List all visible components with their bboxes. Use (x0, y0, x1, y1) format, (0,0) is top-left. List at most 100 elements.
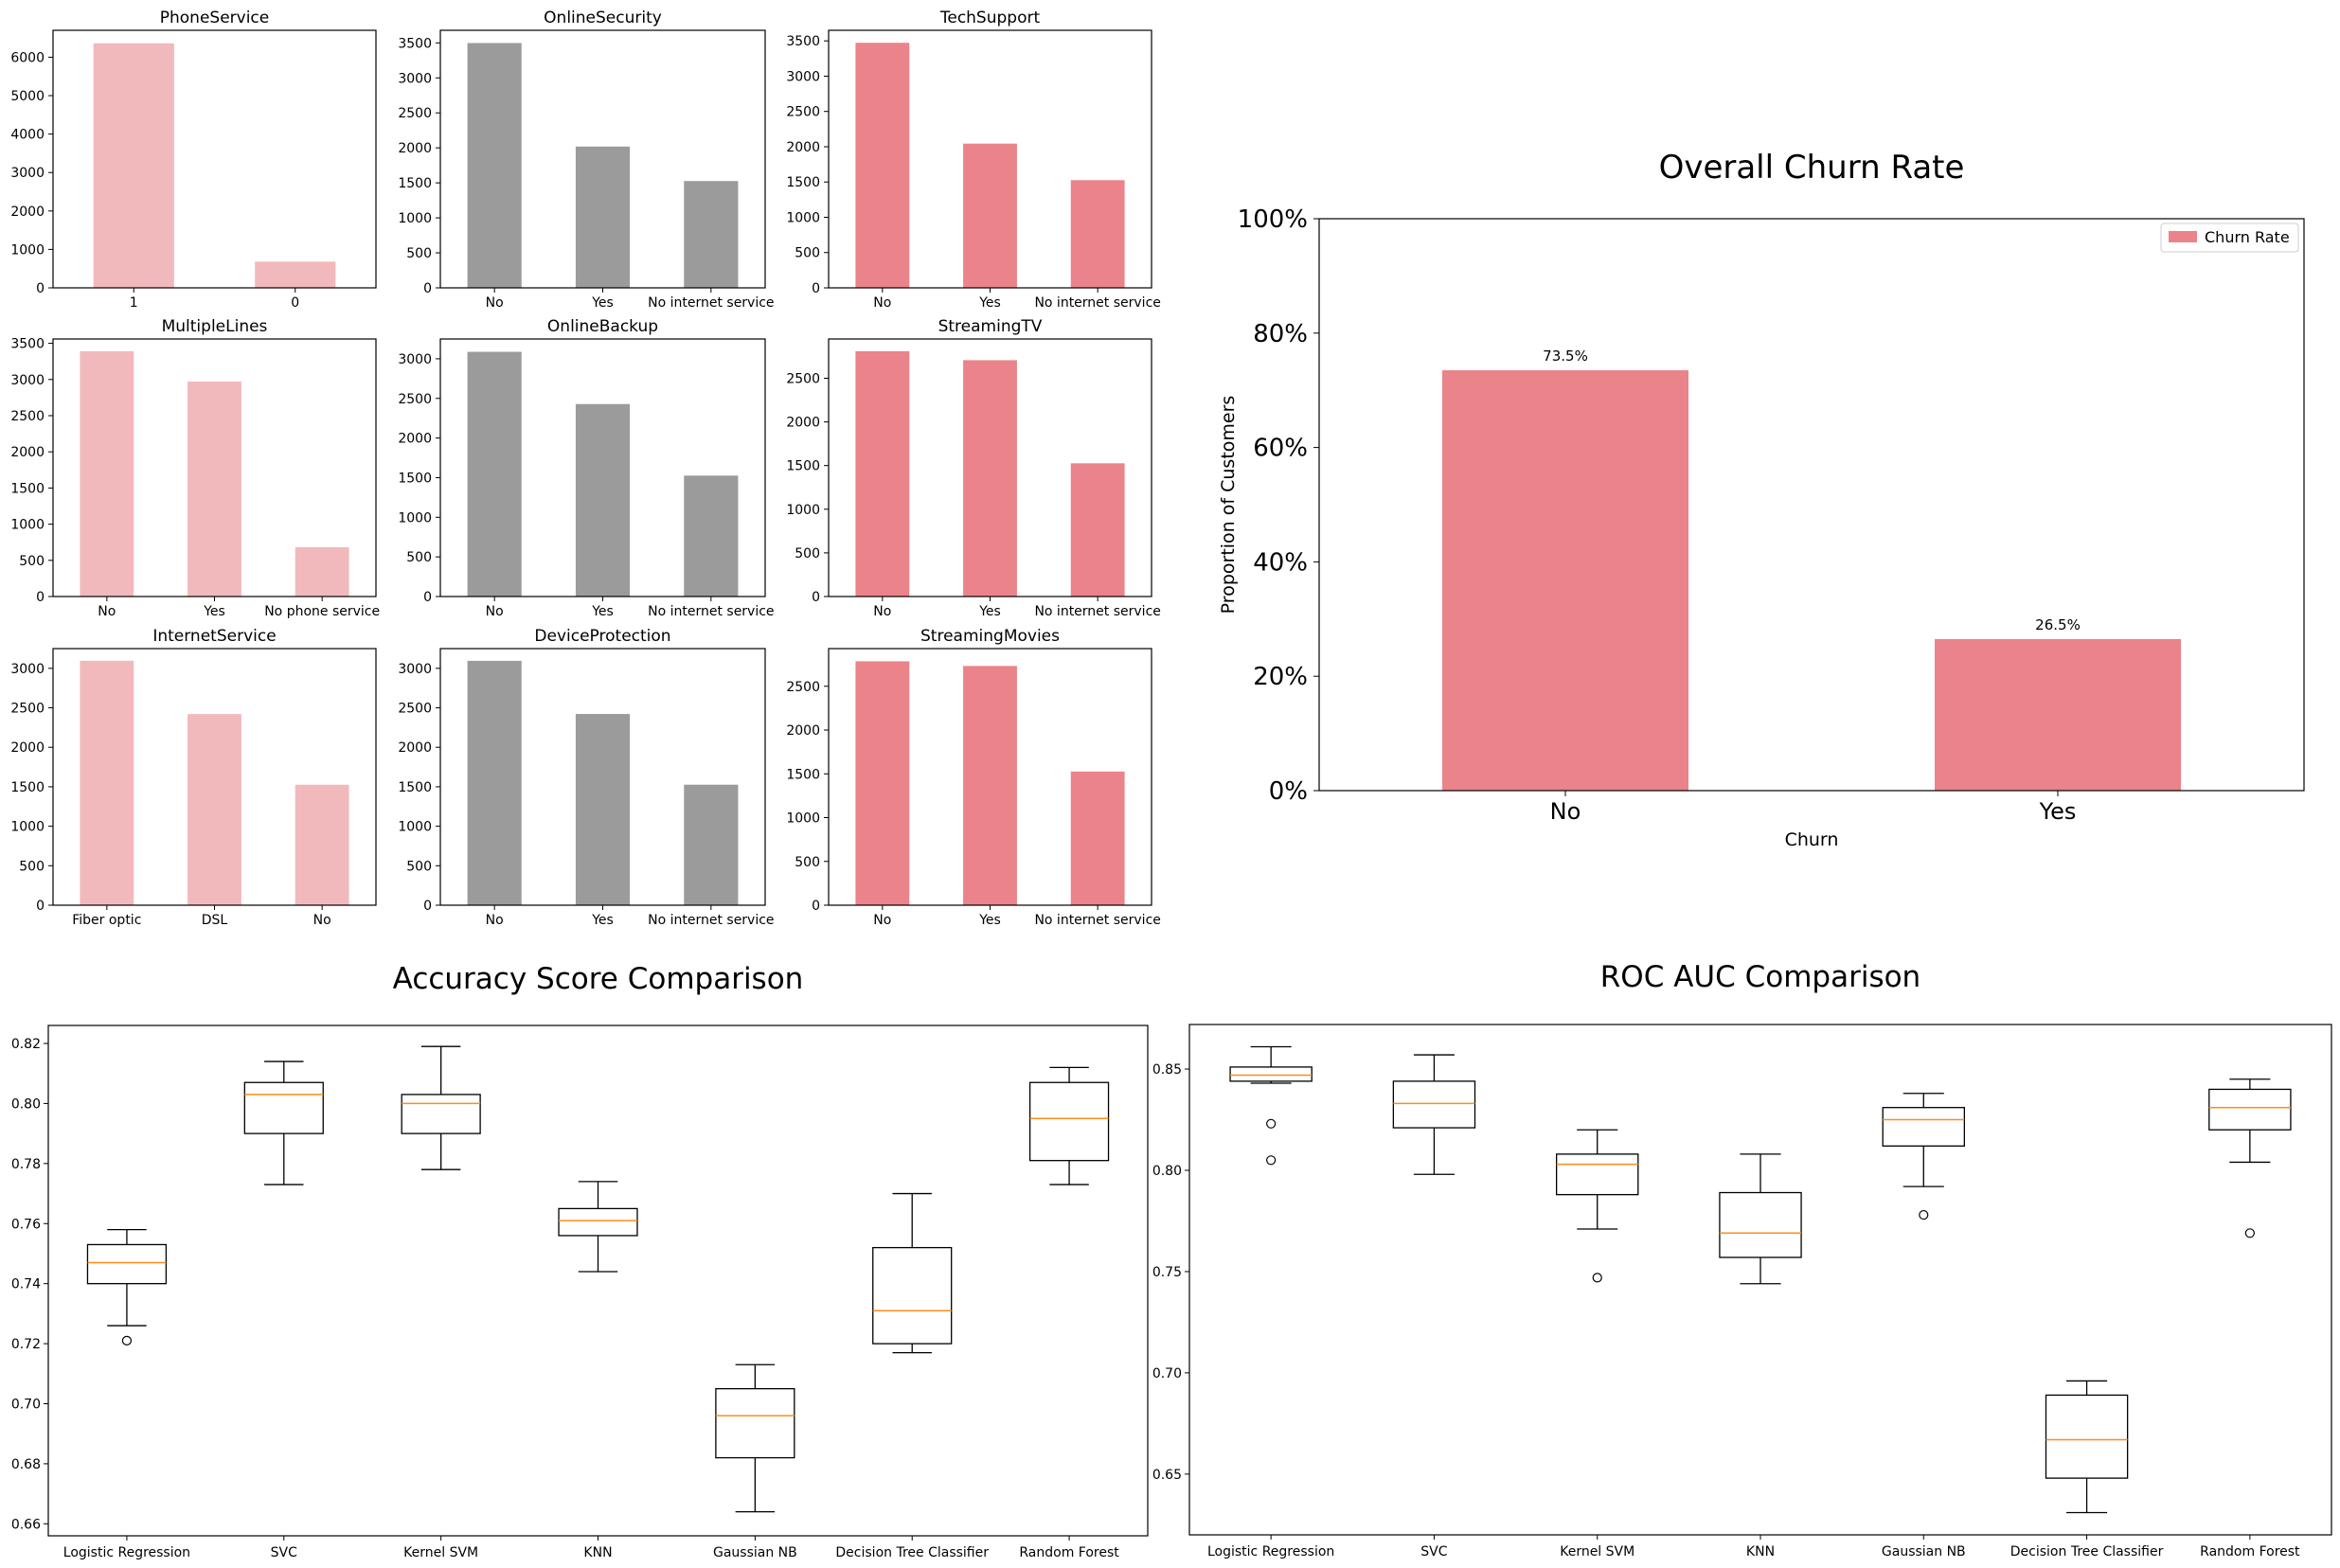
y-tick-label: 500 (795, 246, 820, 261)
y-tick-label: 1000 (786, 811, 820, 827)
bar-no-internet-service (684, 181, 739, 288)
box-kernel-svm (401, 1045, 481, 1170)
box-iqr (401, 1094, 481, 1134)
y-tick-label: 500 (406, 859, 432, 874)
x-tick-label: Gaussian NB (713, 1545, 797, 1560)
box-iqr (1882, 1107, 1966, 1147)
box-iqr (2208, 1088, 2292, 1131)
x-tick-label: No (1550, 798, 1581, 825)
y-tick-label: 5000 (10, 89, 45, 104)
y-tick-label: 1500 (786, 175, 820, 190)
x-tick-label: No (486, 913, 504, 928)
x-tick-label: SVC (1420, 1544, 1447, 1559)
y-tick-label: 3000 (398, 71, 432, 86)
y-tick-label: 2000 (10, 445, 45, 460)
x-tick-label: Logistic Regression (63, 1545, 190, 1560)
bar-yes (963, 666, 1017, 905)
outlier-point (2244, 1228, 2255, 1238)
y-tick-label: 4000 (10, 128, 45, 143)
y-tick-label: 500 (795, 855, 820, 870)
y-tick-label: 1500 (786, 459, 820, 474)
x-tick-label: Yes (591, 913, 614, 928)
y-tick-label: 40% (1253, 548, 1308, 577)
x-tick-label: KNN (583, 1545, 612, 1560)
y-tick-label: 0.78 (11, 1157, 41, 1172)
legend: Churn Rate (2160, 223, 2299, 253)
y-tick-label: 0 (812, 281, 820, 296)
x-tick-label: No (313, 913, 331, 928)
box-iqr (1392, 1080, 1476, 1129)
outlier-point (1266, 1155, 1277, 1166)
x-tick-label: Decision Tree Classifier (2010, 1544, 2164, 1559)
y-tick-label: 0.72 (11, 1337, 41, 1352)
y-tick-label: 0 (36, 281, 45, 296)
y-tick-label: 2500 (398, 392, 432, 407)
y-tick-label: 1500 (10, 481, 45, 496)
box-iqr (243, 1081, 324, 1134)
small-bar-chart-phoneservice: 1 0 0 1000 2000 3000 4000 5000 6000 PhoneService (10, 9, 377, 311)
x-tick-label: Random Forest (2200, 1544, 2300, 1559)
y-tick-label: 3000 (10, 373, 45, 388)
x-tick-label: No (873, 913, 891, 928)
outlier-point (1266, 1118, 1277, 1129)
box-iqr (1229, 1066, 1313, 1082)
y-tick-label: 1500 (398, 471, 432, 486)
outlier-point (1919, 1209, 1929, 1221)
y-tick-label: 1500 (10, 780, 45, 795)
y-tick-label: 500 (795, 546, 820, 561)
bar-no-internet-service (684, 784, 739, 905)
axes-frame (439, 338, 766, 597)
bar-yes (963, 360, 1017, 597)
axes-frame (1188, 1024, 2332, 1536)
bar-1 (93, 43, 174, 288)
x-tick-label: Yes (591, 295, 614, 311)
bar-yes (188, 382, 241, 597)
boxplot-accuracy-score-comparison: Logistic Regression SVC Kernel SVM KNN Gauss… (11, 962, 1149, 1560)
bar-no (80, 350, 134, 597)
x-tick-label: Gaussian NB (1882, 1544, 1966, 1559)
small-bar-chart-streamingmovies: No Yes No internet service 0 500 1000 1500 2000… (786, 627, 1161, 928)
x-tick-label: Decision Tree Classifier (835, 1545, 989, 1560)
y-tick-label: 80% (1253, 320, 1308, 348)
bar-yes (575, 714, 631, 905)
box-iqr (715, 1387, 795, 1459)
y-tick-label: 500 (19, 859, 45, 874)
y-tick-label: 0.70 (1152, 1366, 1182, 1381)
small-bar-chart-streamingtv: No Yes No internet service 0 500 1000 1500 2000… (786, 317, 1161, 619)
small-bar-chart-techsupport: No Yes No internet service 0 500 1000 1500 2000… (786, 9, 1161, 311)
y-tick-label: 20% (1253, 663, 1308, 691)
y-tick-label: 0 (423, 590, 432, 605)
axes-frame (1318, 218, 2305, 792)
box-decision-tree-classifier (2045, 1380, 2129, 1514)
chart-title: DeviceProtection (534, 627, 670, 646)
y-tick-label: 3000 (398, 662, 432, 677)
x-tick-label: Yes (591, 604, 614, 619)
chart-title: InternetService (152, 627, 276, 646)
legend-swatch (2169, 231, 2197, 242)
y-tick-label: 1000 (398, 211, 432, 226)
y-tick-label: 1000 (398, 820, 432, 835)
box-iqr (872, 1246, 953, 1345)
axes-frame (828, 648, 1152, 906)
box-iqr (1555, 1153, 1639, 1196)
box-svc (243, 1060, 324, 1185)
x-tick-label: No (486, 295, 504, 311)
bar-no (295, 784, 349, 905)
y-tick-label: 3000 (398, 352, 432, 367)
chart-title: MultipleLines (162, 317, 268, 336)
small-bar-chart-internetservice: Fiber optic DSL No 0 500 1000 1500 2000 2500 3000… (10, 627, 377, 928)
y-tick-label: 3500 (10, 337, 45, 352)
churn-rate-chart: No 73.5% Yes 26.5% 0% 20% 40% 60% 80% 100% Overall… (1218, 149, 2305, 850)
bar-yes (575, 403, 631, 597)
outlier-point (121, 1335, 133, 1346)
y-tick-label: 3000 (10, 166, 45, 181)
chart-title: StreamingMovies (920, 627, 1060, 646)
axes-frame (439, 29, 766, 289)
axes-frame (52, 648, 377, 906)
y-tick-label: 2000 (10, 205, 45, 220)
y-tick-label: 0.74 (11, 1277, 41, 1292)
axes-frame (52, 29, 377, 289)
y-tick-label: 0.65 (1152, 1468, 1182, 1483)
box-gaussian-nb (715, 1363, 795, 1513)
x-tick-label: SVC (271, 1545, 297, 1560)
